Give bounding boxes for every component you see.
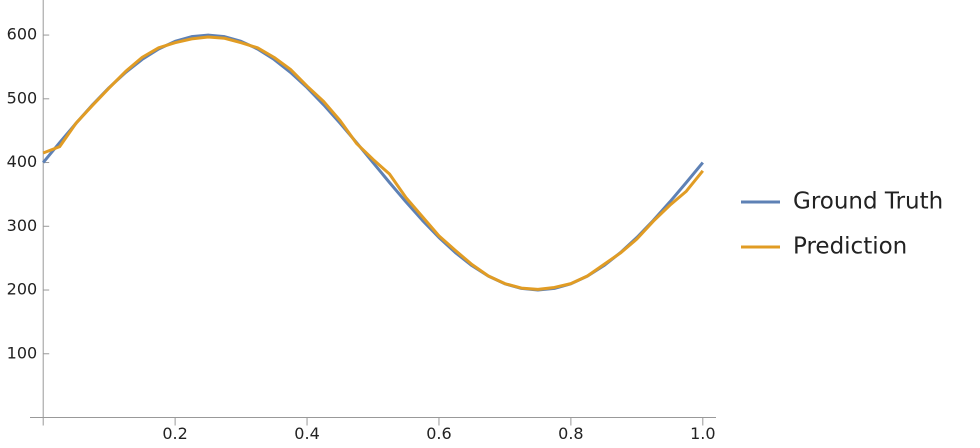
y-tick-label: 400: [7, 152, 38, 171]
legend-label: Prediction: [793, 234, 907, 260]
x-tick-label: 0.6: [426, 424, 451, 443]
x-tick-label: 0.2: [162, 424, 187, 443]
x-tick-label: 1.0: [690, 424, 715, 443]
legend-label: Ground Truth: [793, 189, 943, 215]
y-tick-label: 300: [7, 216, 38, 235]
series-line: [42, 35, 704, 291]
x-tick-label: 0.4: [294, 424, 319, 443]
y-tick-label: 500: [7, 88, 38, 107]
y-tick-label: 600: [7, 25, 38, 44]
y-tick-label: 200: [7, 280, 38, 299]
series-line: [42, 33, 704, 292]
y-tick-label: 100: [7, 343, 38, 362]
x-tick-label: 0.8: [558, 424, 583, 443]
